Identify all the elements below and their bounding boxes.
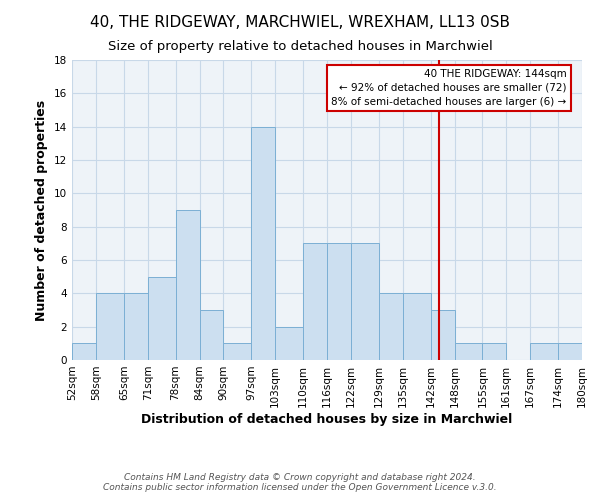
Bar bbox=[303, 244, 327, 360]
Bar bbox=[199, 310, 223, 360]
Bar bbox=[403, 294, 431, 360]
X-axis label: Distribution of detached houses by size in Marchwiel: Distribution of detached houses by size … bbox=[142, 412, 512, 426]
Text: Size of property relative to detached houses in Marchwiel: Size of property relative to detached ho… bbox=[107, 40, 493, 53]
Bar bbox=[223, 344, 251, 360]
Bar bbox=[455, 344, 482, 360]
Bar bbox=[482, 344, 506, 360]
Bar bbox=[351, 244, 379, 360]
Text: 40, THE RIDGEWAY, MARCHWIEL, WREXHAM, LL13 0SB: 40, THE RIDGEWAY, MARCHWIEL, WREXHAM, LL… bbox=[90, 15, 510, 30]
Bar bbox=[96, 294, 124, 360]
Bar bbox=[176, 210, 199, 360]
Text: Contains HM Land Registry data © Crown copyright and database right 2024.
Contai: Contains HM Land Registry data © Crown c… bbox=[103, 473, 497, 492]
Bar bbox=[530, 344, 558, 360]
Bar bbox=[148, 276, 176, 360]
Bar bbox=[327, 244, 351, 360]
Bar bbox=[124, 294, 148, 360]
Bar bbox=[275, 326, 303, 360]
Text: 40 THE RIDGEWAY: 144sqm
← 92% of detached houses are smaller (72)
8% of semi-det: 40 THE RIDGEWAY: 144sqm ← 92% of detache… bbox=[331, 69, 567, 107]
Bar bbox=[379, 294, 403, 360]
Y-axis label: Number of detached properties: Number of detached properties bbox=[35, 100, 49, 320]
Bar bbox=[72, 344, 96, 360]
Bar bbox=[251, 126, 275, 360]
Bar bbox=[431, 310, 455, 360]
Bar bbox=[558, 344, 582, 360]
